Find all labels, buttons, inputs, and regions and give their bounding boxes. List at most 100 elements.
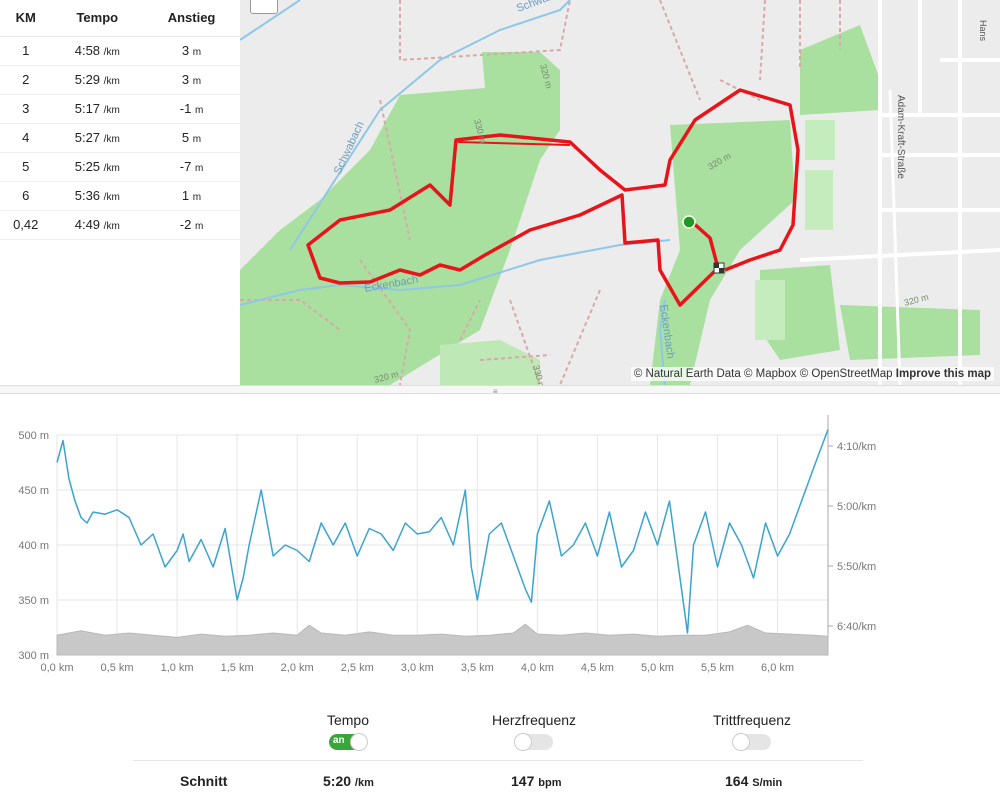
avg-heartrate: 147 bpm [511, 773, 561, 789]
split-row[interactable]: 2 5:29 /km 3 m [0, 65, 240, 95]
park-area [440, 340, 540, 385]
y-right-tick-label: 5:50/km [837, 561, 876, 573]
improve-map-link[interactable]: Improve this map [895, 368, 991, 380]
split-row[interactable]: 3 5:17 /km -1 m [0, 94, 240, 124]
split-climb-value: -1 [179, 101, 192, 116]
x-tick-label: 6,0 km [761, 662, 794, 674]
toggle-knob [514, 733, 532, 751]
split-km: 2 [0, 65, 52, 95]
map-label-street: Adam-Kraft-Straße [895, 95, 906, 179]
split-climb: -2 m [143, 210, 240, 240]
header-tempo[interactable]: Tempo [51, 0, 144, 37]
split-row[interactable]: 6 5:36 /km 1 m [0, 181, 240, 211]
split-pace-value: 5:27 [74, 130, 101, 145]
split-pace-unit: /km [103, 221, 120, 232]
y-right-tick-label: 4:10/km [837, 441, 876, 453]
attribution-text: © Natural Earth Data © Mapbox © OpenStre… [633, 368, 893, 380]
split-climb-value: 3 [181, 72, 190, 87]
toggle-knob [732, 733, 750, 751]
elevation-area [56, 623, 829, 656]
y-tick-label: 400 m [18, 540, 49, 552]
cadence-toggle[interactable] [732, 733, 771, 751]
avg-pace-unit: /km [354, 777, 374, 789]
y-tick-label: 450 m [18, 485, 49, 497]
split-km: 4 [0, 123, 52, 153]
split-row[interactable]: 5 5:25 /km -7 m [0, 152, 240, 182]
chart-canvas[interactable]: 500 m 450 m 400 m 350 m 300 m0,0 km 0,5 km 1,0… [0, 395, 1000, 685]
map-control-button[interactable] [250, 0, 278, 14]
map-attribution: © Natural Earth Data © Mapbox © OpenStre… [630, 367, 994, 381]
y-right-tick-label: 5:00/km [837, 501, 876, 513]
map-label-street: Hans [978, 20, 988, 42]
chart-controls: Tempo an Herzfrequenz Trittfrequenz Schn… [0, 712, 1000, 794]
split-pace: 4:49 /km [51, 210, 144, 240]
y-tick-label: 300 m [18, 650, 49, 662]
cadence-label: Trittfrequenz [712, 712, 792, 728]
split-pace-value: 4:49 [74, 217, 101, 232]
avg-cadence-value: 164 [725, 773, 749, 789]
split-row[interactable]: 0,42 4:49 /km -2 m [0, 210, 240, 240]
sports-field [805, 120, 835, 160]
sports-field [755, 280, 785, 340]
split-pace-value: 5:17 [74, 101, 101, 116]
x-tick-label: 3,0 km [401, 662, 434, 674]
route-line [457, 141, 713, 241]
split-pace-value: 5:36 [74, 188, 101, 203]
x-tick-label: 0,5 km [101, 662, 134, 674]
x-tick-label: 5,0 km [641, 662, 674, 674]
avg-pace-value: 5:20 [323, 773, 352, 789]
finish-flag-icon [713, 262, 725, 274]
split-climb-unit: m [194, 221, 204, 232]
split-climb: 5 m [143, 123, 240, 153]
map-canvas[interactable]: Schwabach Schwabach Eckenbach Eckenbach … [240, 0, 1000, 385]
split-pace: 5:25 /km [51, 152, 144, 182]
sports-field [805, 170, 833, 230]
split-climb-value: -7 [179, 159, 192, 174]
header-anstieg[interactable]: Anstieg [143, 0, 240, 37]
pace-line [56, 429, 829, 634]
split-climb-value: -2 [179, 217, 192, 232]
split-row[interactable]: 1 4:58 /km 3 m [0, 36, 240, 66]
header-km[interactable]: KM [0, 0, 52, 37]
split-pace: 5:17 /km [51, 94, 144, 124]
split-climb: 3 m [143, 36, 240, 66]
toggle-knob [350, 733, 368, 751]
split-climb-value: 1 [181, 188, 190, 203]
split-climb-unit: m [192, 192, 202, 203]
average-summary: Schnitt 5:20 /km 147 bpm 164 S/min [133, 760, 863, 794]
cadence-control: Trittfrequenz [652, 712, 852, 753]
split-climb: 3 m [143, 65, 240, 95]
tempo-toggle[interactable]: an [329, 733, 368, 751]
split-km: 6 [0, 181, 52, 211]
stream [240, 239, 671, 306]
split-pace-value: 5:29 [74, 72, 101, 87]
split-pace: 5:29 /km [51, 65, 144, 95]
stream [289, 0, 571, 251]
heartrate-toggle[interactable] [514, 733, 553, 751]
avg-hr-unit: bpm [538, 777, 562, 789]
split-climb-unit: m [192, 134, 202, 145]
stream [658, 299, 666, 385]
heartrate-label: Herzfrequenz [491, 712, 577, 728]
split-pace-value: 4:58 [74, 43, 101, 58]
split-pace: 5:27 /km [51, 123, 144, 153]
split-climb-unit: m [194, 163, 204, 174]
split-pace-unit: /km [103, 192, 120, 203]
pace-elevation-chart[interactable]: 500 m 450 m 400 m 350 m 300 m 0,0 km 0,5 km 1,0… [0, 395, 1000, 685]
x-tick-label: 4,0 km [521, 662, 554, 674]
avg-cadence: 164 S/min [725, 773, 782, 789]
route-map[interactable]: Schwabach Schwabach Eckenbach Eckenbach … [240, 0, 1000, 385]
park-area [800, 25, 880, 115]
split-climb-unit: m [192, 47, 202, 58]
split-climb: -7 m [143, 152, 240, 182]
y-right-tick-label: 6:40/km [837, 621, 876, 633]
park-area [650, 120, 795, 385]
split-km: 1 [0, 36, 52, 66]
x-tick-label: 1,5 km [221, 662, 254, 674]
split-km: 3 [0, 94, 52, 124]
avg-pace: 5:20 /km [323, 773, 374, 789]
x-tick-label: 0,0 km [40, 662, 73, 674]
split-pace: 4:58 /km [51, 36, 144, 66]
resize-handle[interactable]: ≡ [0, 385, 1000, 396]
split-row[interactable]: 4 5:27 /km 5 m [0, 123, 240, 153]
